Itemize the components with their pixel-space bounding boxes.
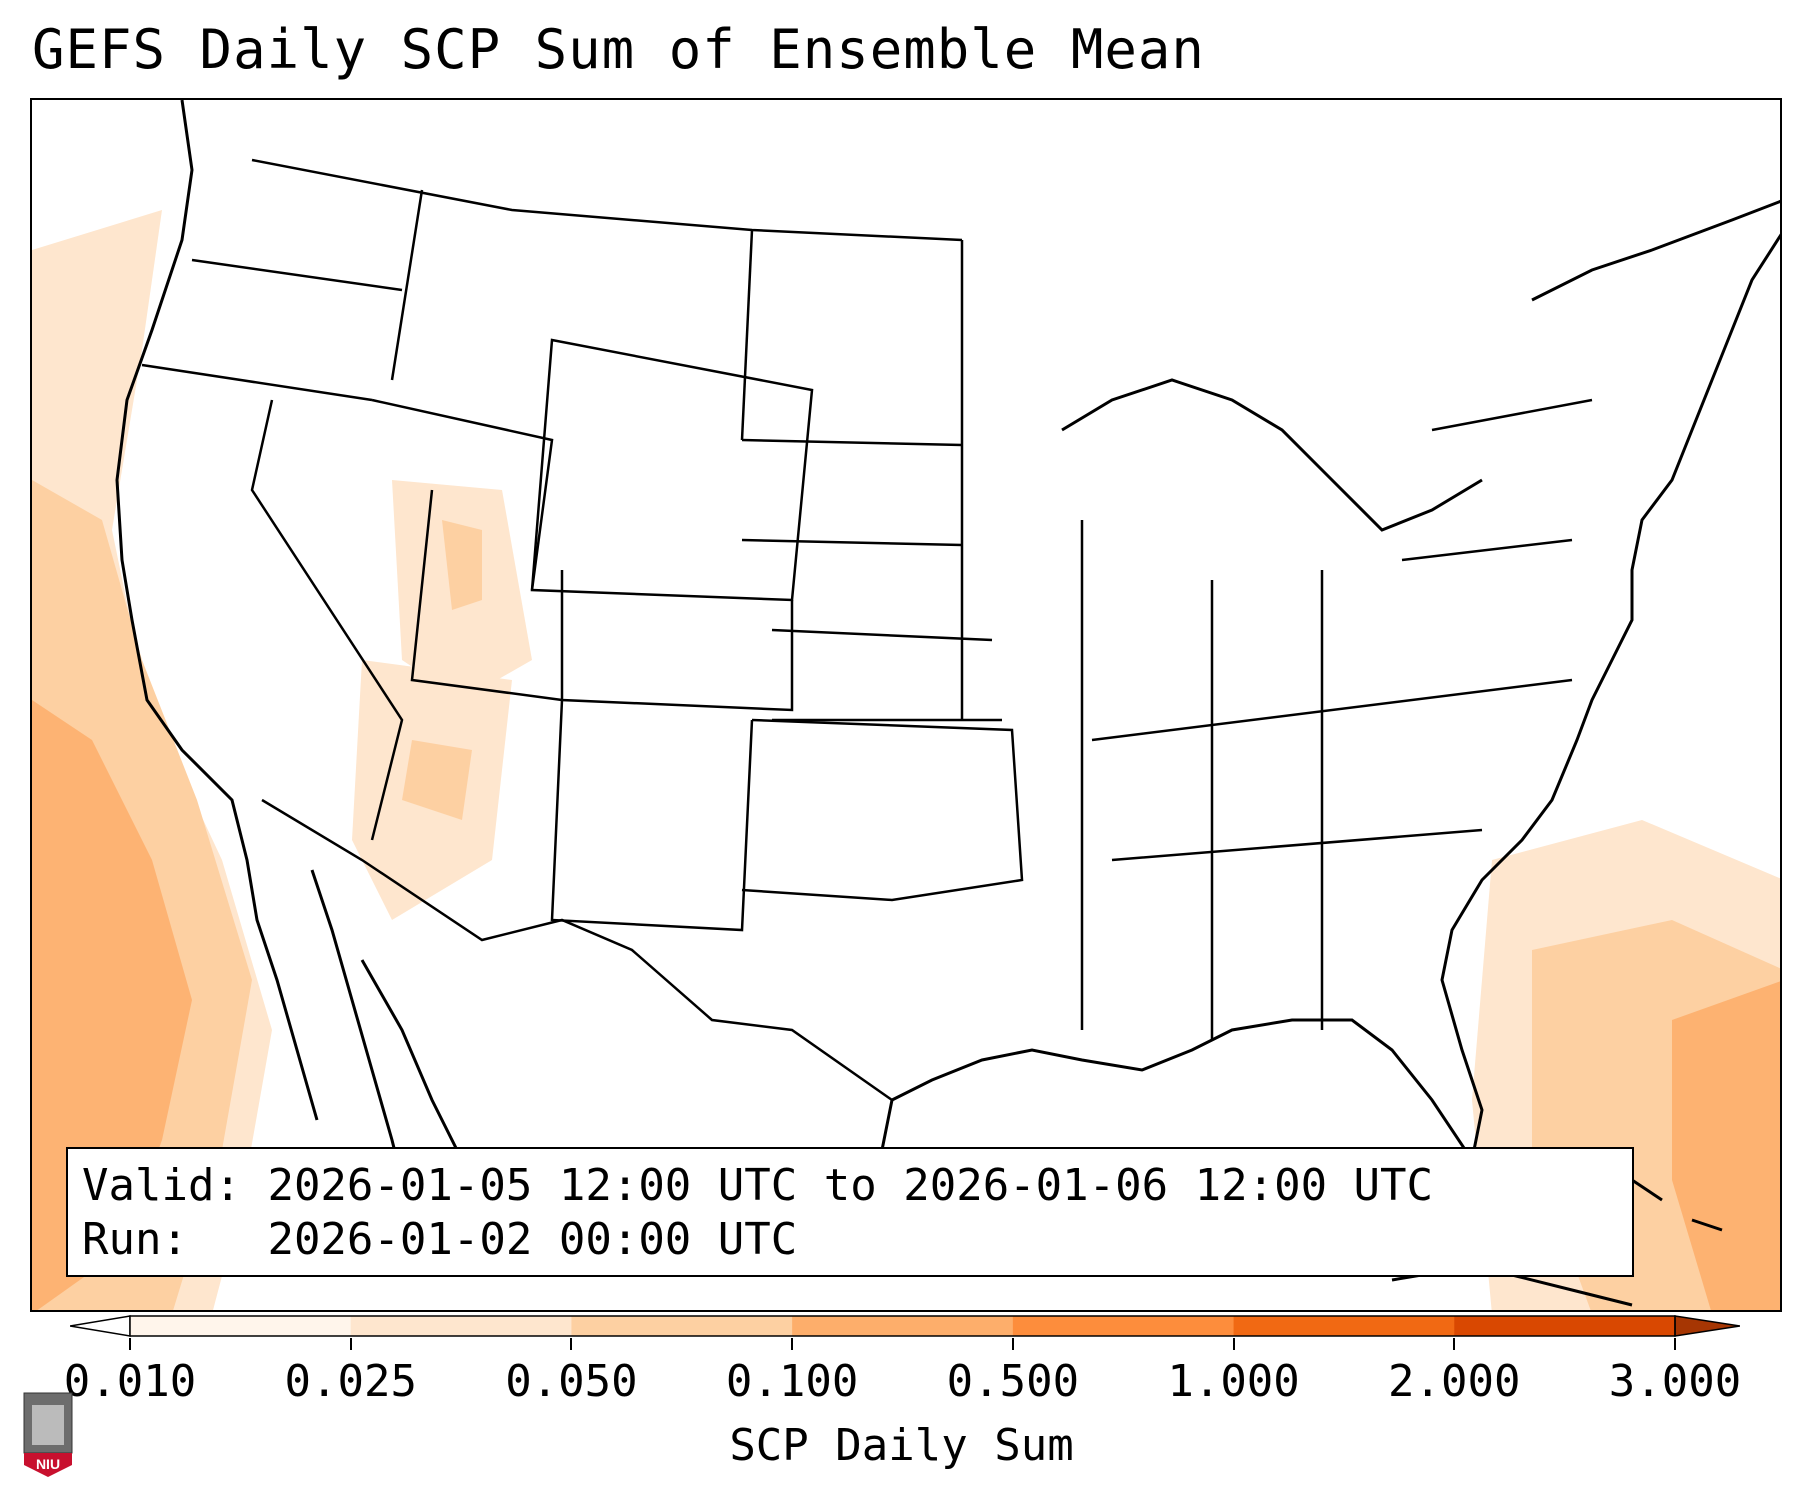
border-mx bbox=[261, 798, 893, 1102]
colorbar-under-arrow bbox=[70, 1315, 131, 1337]
colorbar-tick bbox=[570, 1338, 573, 1350]
shade-utah-mid bbox=[442, 520, 482, 610]
shade-atlantic-strong bbox=[1672, 981, 1780, 1310]
colorbar-tick-label: 1.000 bbox=[1167, 1356, 1300, 1407]
border-or-ca bbox=[141, 363, 373, 402]
state-borders bbox=[141, 158, 1593, 1102]
colorbar-segment-3 bbox=[792, 1316, 1014, 1336]
colorbar-segment-4 bbox=[1012, 1316, 1235, 1336]
colorbar-tick-label: 0.050 bbox=[505, 1356, 638, 1407]
colorbar-tick bbox=[129, 1338, 131, 1350]
chart-title: GEFS Daily SCP Sum of Ensemble Mean bbox=[32, 18, 1205, 81]
valid-value: 2026-01-05 12:00 UTC to 2026-01-06 12:00… bbox=[267, 1160, 1434, 1211]
border-ok-tx bbox=[741, 718, 1024, 902]
gulf-coastline bbox=[891, 1018, 1474, 1161]
border-wa-or bbox=[191, 258, 403, 292]
border-ca-nv bbox=[250, 399, 404, 841]
map-svg bbox=[32, 100, 1780, 1310]
colorbar-tick-label: 0.100 bbox=[725, 1356, 859, 1407]
colorbar-tick bbox=[1453, 1338, 1456, 1350]
border-wy bbox=[530, 338, 814, 602]
pacific-coastline bbox=[115, 100, 319, 1121]
colorbar-segment-6 bbox=[1454, 1316, 1676, 1336]
colorbar-over-arrow bbox=[1674, 1315, 1740, 1337]
colorbar-segment-1 bbox=[350, 1316, 572, 1336]
run-label: Run: bbox=[82, 1214, 188, 1265]
border-id-mt bbox=[390, 189, 424, 381]
colorbar-tick-label: 0.025 bbox=[284, 1356, 417, 1407]
colorbar-segment-5 bbox=[1233, 1316, 1455, 1336]
colorbar-segment-0 bbox=[130, 1316, 352, 1336]
valid-label: Valid: bbox=[82, 1160, 241, 1211]
colorbar-tick bbox=[1674, 1338, 1676, 1350]
colorbar bbox=[70, 1315, 1740, 1337]
border-nm bbox=[550, 699, 754, 932]
validity-info-box: Valid: 2026-01-05 12:00 UTC to 2026-01-0… bbox=[66, 1147, 1634, 1277]
border-nd-sd-ne-ks bbox=[741, 438, 1002, 722]
colorbar-tick bbox=[1232, 1338, 1235, 1350]
map-panel bbox=[30, 98, 1782, 1312]
colorbar-label: SCP Daily Sum bbox=[729, 1420, 1074, 1471]
niu-logo: NIU bbox=[23, 1392, 73, 1477]
border-mt-nd bbox=[740, 229, 754, 441]
colorbar-tick bbox=[791, 1338, 794, 1350]
colorbar-tick bbox=[1011, 1338, 1014, 1350]
great-lakes bbox=[1061, 378, 1483, 532]
run-row: Run: 2026-01-02 00:00 UTC bbox=[82, 1213, 1618, 1267]
border-central bbox=[960, 240, 1324, 1040]
shade-arizona-mid bbox=[402, 740, 472, 820]
colorbar-segment-2 bbox=[571, 1316, 793, 1336]
valid-row: Valid: 2026-01-05 12:00 UTC to 2026-01-0… bbox=[82, 1159, 1618, 1213]
colorbar-frame bbox=[129, 1315, 1676, 1337]
border-id-wy-ut bbox=[371, 398, 554, 591]
svg-text:NIU: NIU bbox=[36, 1456, 60, 1472]
colorbar-tick-label: 3.000 bbox=[1608, 1356, 1742, 1407]
colorbar-tick-label: 2.000 bbox=[1388, 1356, 1521, 1407]
colorbar-tick bbox=[349, 1338, 352, 1350]
border-ut-az bbox=[410, 489, 563, 702]
colorbar-tick-label: 0.010 bbox=[63, 1356, 197, 1407]
canada-border bbox=[251, 158, 963, 242]
border-east bbox=[1091, 398, 1593, 862]
canada-coast bbox=[1531, 199, 1780, 302]
border-co bbox=[560, 570, 794, 712]
colorbar-tick-label: 0.500 bbox=[946, 1356, 1080, 1407]
run-value: 2026-01-02 00:00 UTC bbox=[267, 1214, 798, 1265]
atlantic-coastline bbox=[1440, 233, 1780, 1161]
